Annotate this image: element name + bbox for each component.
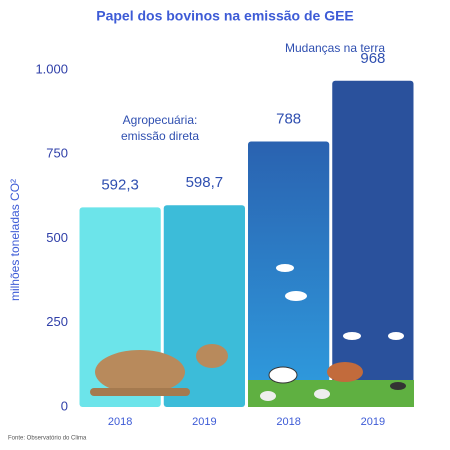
value-label: 592,3 <box>101 176 139 193</box>
cloud <box>285 291 307 301</box>
cow-head <box>196 344 228 368</box>
cow-legs <box>90 388 190 396</box>
cloud <box>343 332 361 340</box>
source: Fonte: Observatório do Clima <box>8 436 87 442</box>
cow <box>95 350 185 394</box>
grass <box>248 380 414 407</box>
value-label: 598,7 <box>186 174 224 191</box>
sheep <box>260 391 276 401</box>
decoration <box>90 264 414 407</box>
annotation: emissão direta <box>121 129 199 143</box>
x-tick-label: 2018 <box>276 416 300 428</box>
cow <box>268 366 298 384</box>
y-tick-label: 250 <box>46 314 68 329</box>
bar <box>248 141 330 407</box>
annotation: Mudanças na terra <box>285 41 385 55</box>
chart-title: Papel dos bovinos na emissão de GEE <box>96 8 354 24</box>
x-tick-label: 2018 <box>108 416 132 428</box>
y-tick-label: 750 <box>46 146 68 161</box>
y-tick-label: 1.000 <box>35 61 68 76</box>
y-tick-label: 500 <box>46 230 68 245</box>
cloud <box>388 332 404 340</box>
dog <box>390 382 406 390</box>
annotation: Agropecuária: <box>123 113 198 127</box>
y-axis-label: milhões toneladas CO² <box>8 179 22 301</box>
sheep <box>314 389 330 399</box>
cow <box>327 362 363 382</box>
value-label: 788 <box>276 110 301 127</box>
bar <box>332 80 414 407</box>
value-label: 968 <box>360 50 385 67</box>
x-tick-label: 2019 <box>361 416 385 428</box>
y-tick-label: 0 <box>61 398 68 413</box>
x-tick-label: 2019 <box>192 416 216 428</box>
cloud <box>276 264 294 272</box>
